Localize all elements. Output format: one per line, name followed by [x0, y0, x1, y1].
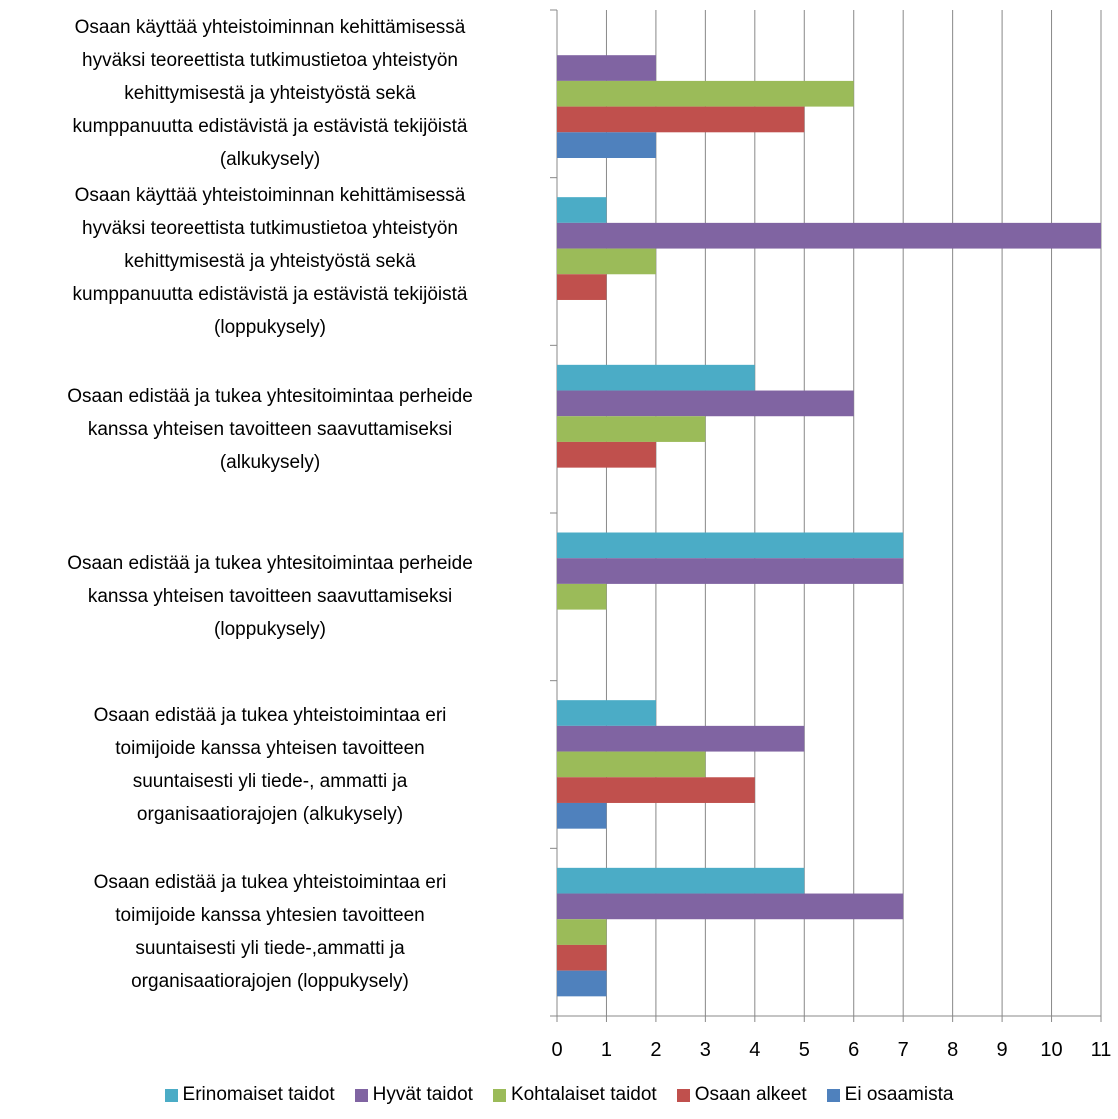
x-tick-label: 3	[700, 1039, 711, 1061]
bar	[557, 700, 656, 726]
x-tick-label: 0	[551, 1039, 562, 1061]
bar	[557, 751, 706, 778]
category-label: Osaan edistää ja tukea yhteistoimintaa e…	[93, 704, 447, 825]
bar	[557, 893, 904, 920]
bar	[557, 802, 607, 829]
bar	[557, 867, 805, 894]
legend-swatch	[676, 1088, 690, 1102]
legend-item: Ei osaamista	[826, 1084, 954, 1106]
bar	[557, 248, 656, 275]
bar	[557, 274, 607, 300]
bar	[557, 390, 854, 417]
category-label: Osaan edistää ja tukea yhtesitoimintaa p…	[67, 385, 473, 473]
bar	[557, 416, 706, 442]
bar	[557, 725, 805, 752]
x-tick-label: 11	[1091, 1039, 1112, 1061]
legend-item: Kohtalaiset taidot	[492, 1084, 657, 1106]
legend-swatch	[492, 1088, 506, 1102]
legend-label: Kohtalaiset taidot	[510, 1084, 657, 1105]
x-tick-label: 5	[799, 1039, 810, 1061]
chart: 0 1 2 3 4 5 6 7 8 9 10 11	[550, 9, 1112, 1061]
bar	[557, 441, 656, 468]
bar	[557, 55, 656, 81]
legend-swatch	[826, 1088, 840, 1102]
bar	[557, 558, 904, 584]
x-tick-label: 9	[997, 1039, 1008, 1061]
legend-item: Hyvät taidot	[354, 1084, 473, 1106]
legend-label: Erinomaiset taidot	[182, 1084, 335, 1105]
bar	[557, 80, 854, 107]
bar	[557, 197, 607, 223]
bar	[557, 106, 805, 133]
category-label: Osaan edistää ja tukea yhteistoimintaa e…	[93, 872, 447, 993]
x-tick-label: 10	[1040, 1039, 1062, 1061]
bar	[557, 583, 607, 610]
x-tick-label: 6	[848, 1039, 859, 1061]
x-tick-label: 4	[749, 1039, 760, 1061]
legend-swatch	[164, 1088, 178, 1102]
category-label: Osaan edistää ja tukea yhtesitoimintaa p…	[67, 553, 473, 641]
category-label: Osaan käyttää yhteistoiminnan kehittämis…	[72, 17, 468, 171]
legend-item: Osaan alkeet	[676, 1084, 807, 1106]
bar	[557, 132, 656, 158]
bar	[557, 777, 755, 803]
bar	[557, 970, 607, 997]
legend: Erinomaiset taidot Hyvät taidot Kohtalaise…	[0, 1084, 1118, 1106]
bar	[557, 364, 755, 391]
legend-swatch	[354, 1088, 368, 1102]
legend-label: Hyvät taidot	[372, 1084, 473, 1105]
legend-item: Erinomaiset taidot	[164, 1084, 335, 1106]
category-label: Osaan käyttää yhteistoiminnan kehittämis…	[72, 185, 468, 338]
bar	[557, 919, 607, 945]
x-tick-label: 7	[898, 1039, 909, 1061]
bar	[557, 222, 1101, 249]
legend-label: Osaan alkeet	[694, 1084, 807, 1105]
x-tick-label: 1	[601, 1039, 612, 1061]
x-tick-label: 8	[947, 1039, 958, 1061]
bar	[557, 944, 607, 971]
bar	[557, 532, 904, 559]
legend-label: Ei osaamista	[844, 1084, 954, 1105]
x-tick-label: 2	[650, 1039, 661, 1061]
